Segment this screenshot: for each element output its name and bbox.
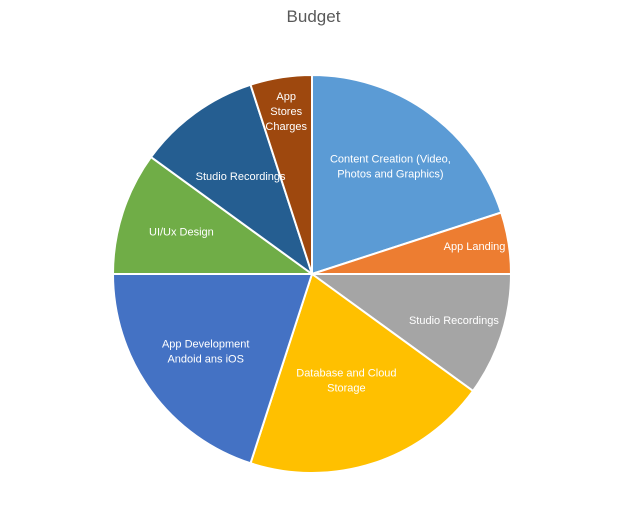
slice-label: App Stores Charges — [265, 91, 307, 133]
pie-slice — [112, 156, 313, 275]
slice-label: Content Creation (Video, Photos and Graph… — [330, 154, 451, 181]
pie-slice — [311, 273, 512, 392]
pie-slices — [112, 74, 512, 474]
slice-label: Studio Recordings — [409, 315, 499, 327]
slice-label: App Development Andoid ans iOS — [162, 339, 249, 366]
pie-slice — [249, 273, 474, 474]
pie-slice — [112, 273, 313, 465]
pie-labels: Content Creation (Video, Photos and Graph… — [149, 91, 534, 395]
slice-label: UI/Ux Design — [149, 227, 214, 239]
pie-slice — [311, 74, 503, 275]
pie-slice — [150, 83, 313, 275]
slice-label: Database and Cloud Storage — [296, 368, 396, 395]
pie-slice — [249, 74, 313, 275]
chart-title: Budget — [286, 7, 341, 26]
slice-label: App Landing Page — [444, 241, 535, 253]
slice-label: Studio Recordings — [196, 171, 286, 183]
